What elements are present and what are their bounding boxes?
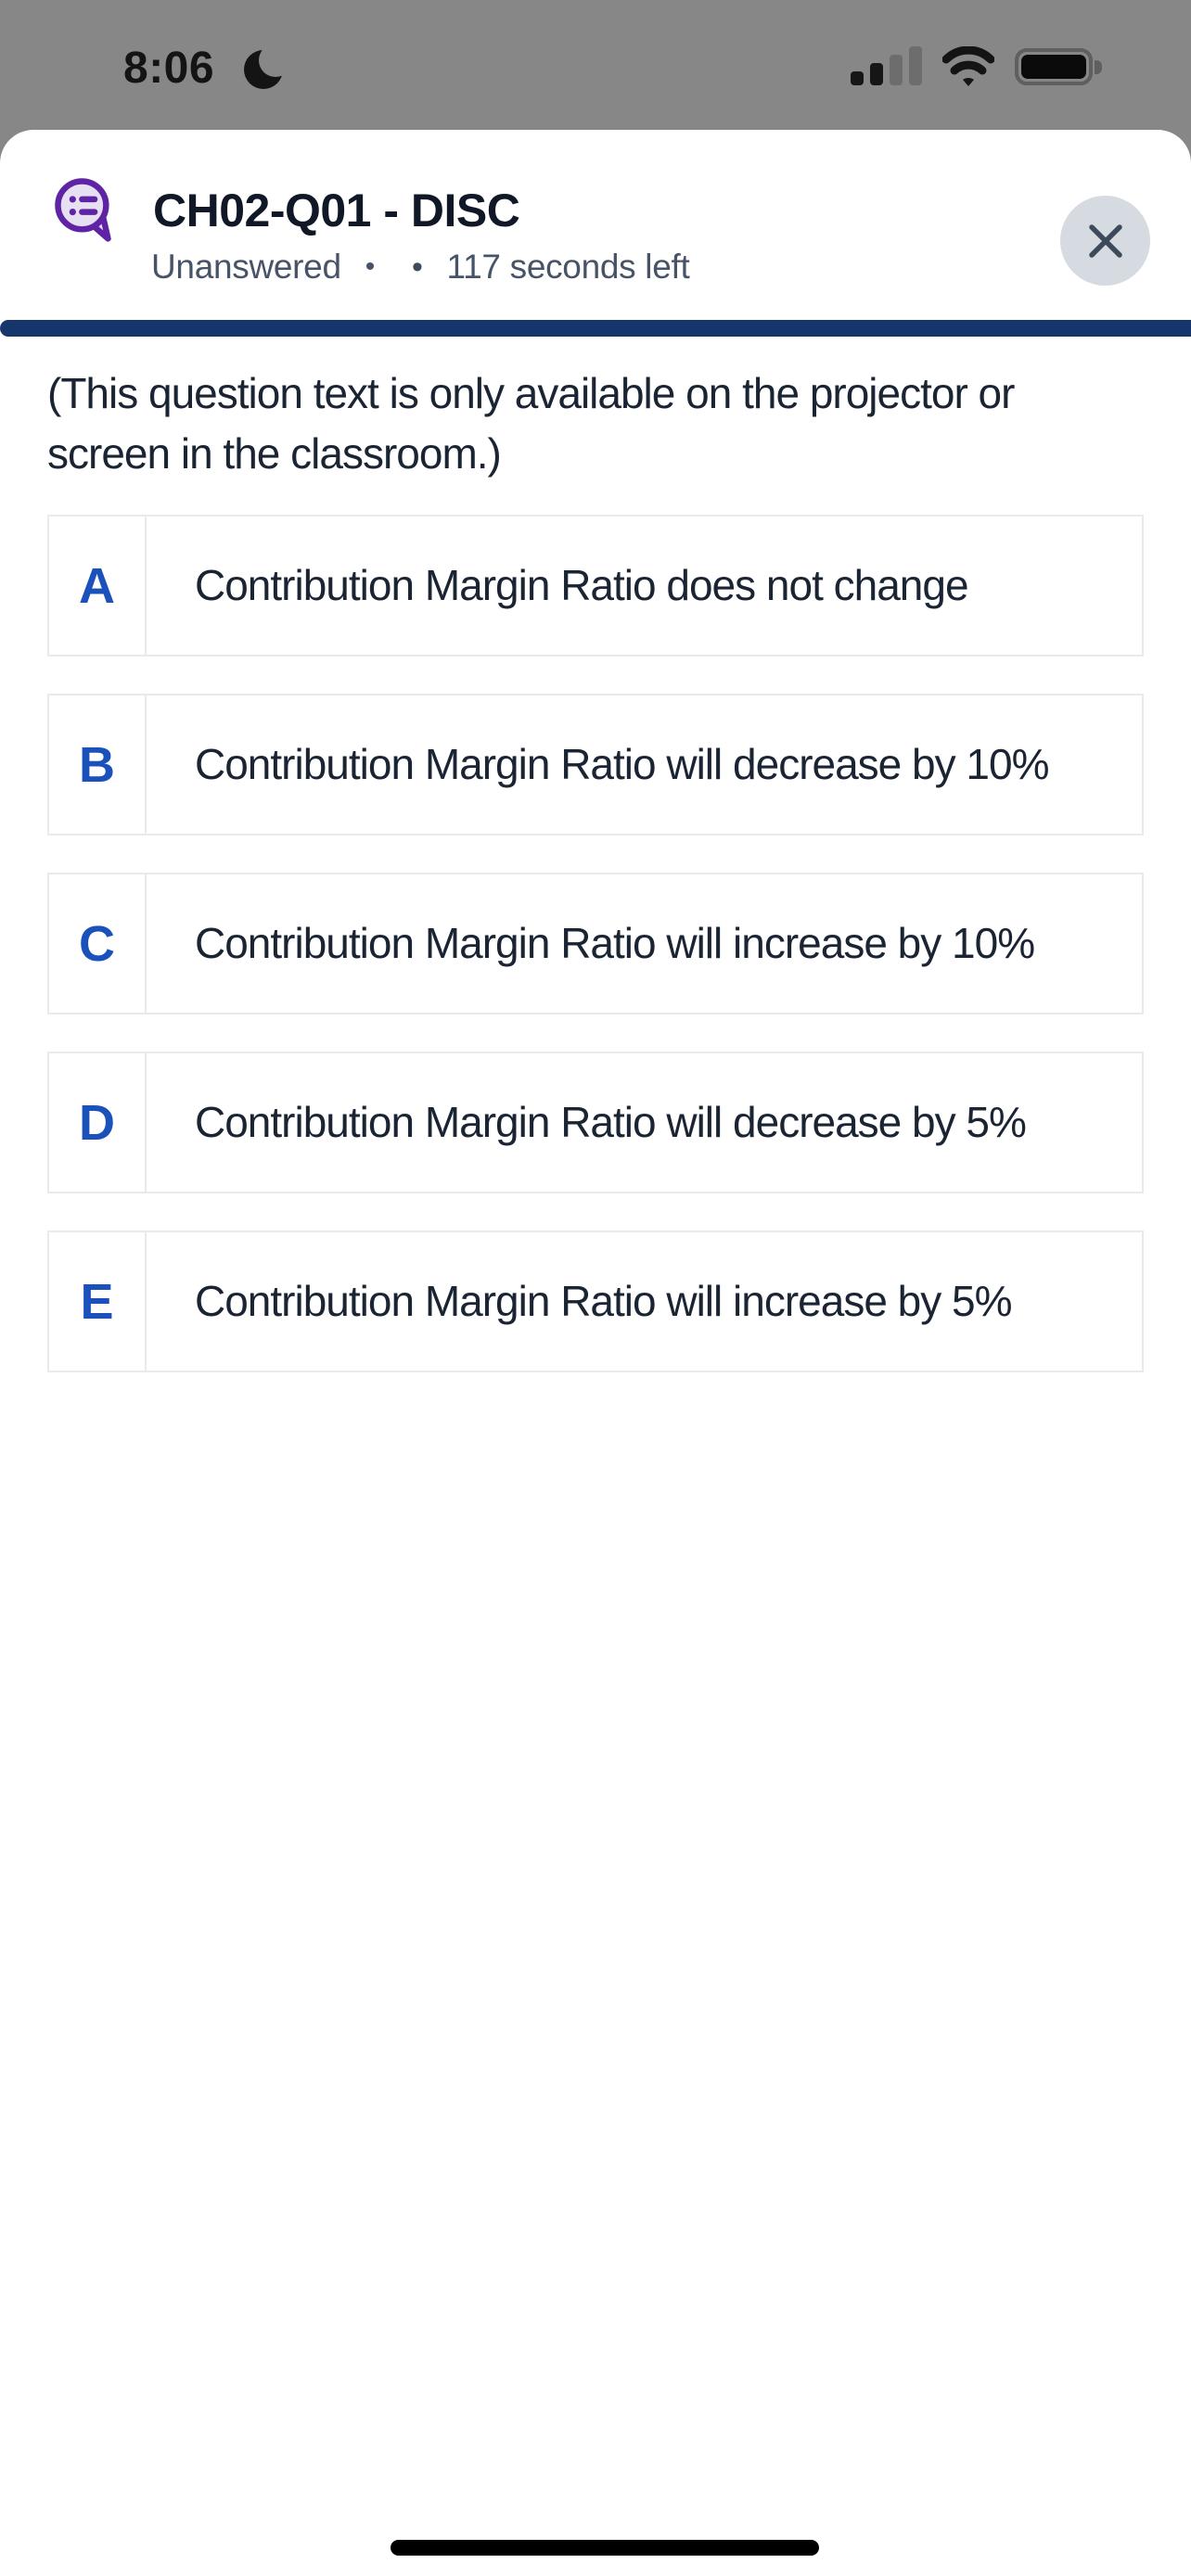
cellular-signal-icon (851, 46, 922, 87)
close-button[interactable] (1060, 196, 1150, 286)
option-letter: C (49, 874, 147, 1013)
question-title: CH02-Q01 - DISC (153, 185, 520, 236)
battery-icon (1015, 46, 1102, 87)
separator-dot: • (411, 249, 423, 285)
answer-option-d[interactable]: D Contribution Margin Ratio will decreas… (47, 1052, 1144, 1193)
question-content: (This question text is only available on… (0, 363, 1191, 1372)
question-header: CH02-Q01 - DISC Unanswered • • 117 secon… (0, 130, 1191, 320)
question-bubble-icon (55, 178, 111, 242)
answer-option-e[interactable]: E Contribution Margin Ratio will increas… (47, 1231, 1144, 1372)
wifi-icon (942, 46, 994, 86)
option-text: Contribution Margin Ratio will increase … (195, 919, 1035, 967)
status-time: 8:06 (123, 44, 215, 93)
time-remaining: 117 seconds left (446, 248, 690, 286)
timer-progress-track (0, 320, 1191, 337)
option-text: Contribution Margin Ratio will increase … (195, 1277, 1013, 1325)
question-status-line: Unanswered • • 117 seconds left (151, 247, 690, 287)
option-text: Contribution Margin Ratio will decrease … (195, 740, 1049, 788)
close-icon (1088, 223, 1122, 258)
question-sheet: CH02-Q01 - DISC Unanswered • • 117 secon… (0, 130, 1191, 2576)
option-text: Contribution Margin Ratio will decrease … (195, 1098, 1027, 1146)
status-bar: 8:06 (0, 0, 1191, 130)
answer-status: Unanswered (151, 248, 341, 286)
option-letter: D (49, 1053, 147, 1192)
moon-icon (244, 46, 288, 89)
answer-option-c[interactable]: C Contribution Margin Ratio will increas… (47, 873, 1144, 1014)
option-letter: A (49, 516, 147, 655)
status-icons (851, 46, 1102, 87)
option-letter: E (49, 1232, 147, 1371)
home-indicator[interactable] (391, 2540, 819, 2556)
answer-option-a[interactable]: A Contribution Margin Ratio does not cha… (47, 515, 1144, 657)
option-text: Contribution Margin Ratio does not chang… (195, 561, 969, 609)
question-text: (This question text is only available on… (47, 369, 1015, 478)
answer-option-b[interactable]: B Contribution Margin Ratio will decreas… (47, 694, 1144, 835)
answer-options: A Contribution Margin Ratio does not cha… (47, 515, 1144, 1372)
separator-dot: • (365, 251, 376, 282)
timer-progress-bar (0, 320, 1191, 337)
option-letter: B (49, 695, 147, 834)
